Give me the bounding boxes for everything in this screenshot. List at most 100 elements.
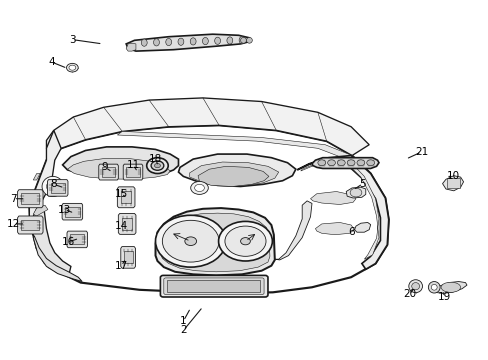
Polygon shape xyxy=(442,176,463,191)
Ellipse shape xyxy=(317,160,325,166)
Bar xyxy=(70,234,84,244)
Ellipse shape xyxy=(184,237,196,246)
Text: 3: 3 xyxy=(69,35,76,45)
Polygon shape xyxy=(33,205,48,216)
Ellipse shape xyxy=(202,37,208,45)
Polygon shape xyxy=(198,166,268,186)
Text: 17: 17 xyxy=(114,261,128,271)
Polygon shape xyxy=(126,43,136,51)
Bar xyxy=(367,160,373,166)
Bar xyxy=(121,192,131,203)
Polygon shape xyxy=(160,213,269,272)
Polygon shape xyxy=(62,147,178,177)
Polygon shape xyxy=(189,162,278,186)
Ellipse shape xyxy=(218,221,272,261)
Text: 21: 21 xyxy=(414,147,427,157)
Ellipse shape xyxy=(42,176,63,197)
Polygon shape xyxy=(18,190,43,208)
Ellipse shape xyxy=(440,282,460,292)
FancyBboxPatch shape xyxy=(163,278,264,294)
Bar xyxy=(50,183,65,193)
Polygon shape xyxy=(123,164,142,180)
Bar xyxy=(447,178,459,188)
Ellipse shape xyxy=(153,39,159,46)
Bar xyxy=(167,280,260,292)
Bar xyxy=(123,251,132,264)
Ellipse shape xyxy=(66,63,78,72)
Polygon shape xyxy=(67,231,87,248)
Bar xyxy=(122,218,132,230)
Ellipse shape xyxy=(194,184,204,192)
Text: 14: 14 xyxy=(114,221,128,231)
Ellipse shape xyxy=(349,188,361,197)
Text: 20: 20 xyxy=(403,289,415,300)
Bar xyxy=(357,160,363,166)
Text: 13: 13 xyxy=(58,204,71,215)
Text: 9: 9 xyxy=(102,162,108,172)
Ellipse shape xyxy=(141,39,147,46)
Ellipse shape xyxy=(246,37,252,43)
Ellipse shape xyxy=(346,160,354,166)
Polygon shape xyxy=(121,247,135,268)
Text: 5: 5 xyxy=(359,179,366,189)
Ellipse shape xyxy=(240,238,250,245)
Ellipse shape xyxy=(430,284,436,290)
Text: 18: 18 xyxy=(148,154,162,164)
Ellipse shape xyxy=(69,65,76,70)
Polygon shape xyxy=(29,130,61,234)
Ellipse shape xyxy=(154,163,160,168)
Text: 15: 15 xyxy=(114,189,128,199)
Polygon shape xyxy=(126,34,250,51)
Ellipse shape xyxy=(165,39,171,46)
Bar xyxy=(21,193,39,204)
Text: 11: 11 xyxy=(126,160,140,170)
Polygon shape xyxy=(354,222,370,232)
Bar xyxy=(102,167,115,177)
Polygon shape xyxy=(46,98,368,156)
Polygon shape xyxy=(433,282,466,293)
Text: 19: 19 xyxy=(436,292,450,302)
Ellipse shape xyxy=(190,181,208,194)
Polygon shape xyxy=(297,156,388,269)
Ellipse shape xyxy=(146,158,168,174)
Polygon shape xyxy=(315,222,354,235)
Polygon shape xyxy=(300,158,378,259)
Polygon shape xyxy=(33,174,40,180)
Ellipse shape xyxy=(240,37,246,43)
Text: 12: 12 xyxy=(7,219,20,229)
Ellipse shape xyxy=(337,160,345,166)
Bar xyxy=(328,160,334,166)
Polygon shape xyxy=(67,158,170,179)
Text: 7: 7 xyxy=(10,194,17,204)
FancyBboxPatch shape xyxy=(160,275,267,297)
Polygon shape xyxy=(62,203,82,220)
Polygon shape xyxy=(274,201,311,260)
Ellipse shape xyxy=(46,181,59,192)
Ellipse shape xyxy=(214,37,220,44)
Polygon shape xyxy=(310,192,355,204)
Polygon shape xyxy=(30,209,71,276)
Text: 2: 2 xyxy=(180,325,186,336)
Text: 10: 10 xyxy=(447,171,459,181)
Polygon shape xyxy=(29,125,388,293)
Ellipse shape xyxy=(408,280,422,293)
Ellipse shape xyxy=(239,37,244,44)
Text: 4: 4 xyxy=(48,57,55,67)
Ellipse shape xyxy=(224,226,265,256)
Polygon shape xyxy=(155,208,274,275)
Polygon shape xyxy=(178,154,295,186)
Bar xyxy=(65,207,80,217)
Bar xyxy=(318,160,324,166)
Ellipse shape xyxy=(151,161,163,170)
Ellipse shape xyxy=(411,283,419,290)
Bar xyxy=(338,160,344,166)
Ellipse shape xyxy=(226,37,232,44)
Polygon shape xyxy=(118,213,136,234)
Polygon shape xyxy=(47,180,68,196)
Ellipse shape xyxy=(356,160,364,166)
Polygon shape xyxy=(346,187,365,198)
Bar xyxy=(126,167,140,177)
Bar xyxy=(21,220,39,230)
Text: 16: 16 xyxy=(61,237,75,247)
Polygon shape xyxy=(117,187,135,208)
